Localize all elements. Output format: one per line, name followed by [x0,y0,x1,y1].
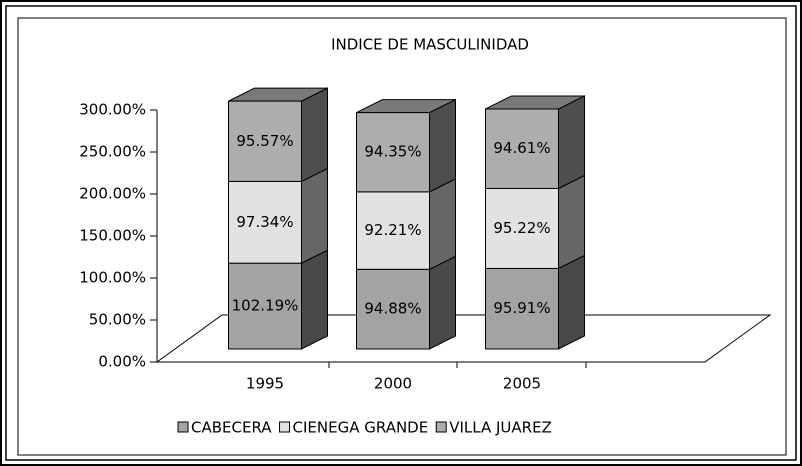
legend-label: CABECERA [191,419,272,437]
bar [485,187,559,269]
x-tick-label: 2000 [374,375,412,393]
y-tick-label: 50.00% [89,311,146,329]
bar-side [301,249,328,350]
bar [228,100,302,182]
y-tick-label: 150.00% [79,227,146,245]
value-label: 95.57% [236,132,293,150]
value-label: 94.88% [364,300,421,318]
bar [485,267,559,350]
legend-label: VILLA JUAREZ [449,419,552,437]
value-label: 92.21% [364,221,421,239]
bar [485,108,559,189]
y-tick-label: 300.00% [79,101,146,119]
value-label: 94.61% [493,139,550,157]
bar-side [429,255,456,350]
legend-swatch [279,421,291,433]
floor [155,314,772,363]
value-label: 94.35% [364,143,421,161]
bar-side [558,95,585,190]
bar [356,268,430,350]
bar [356,191,430,270]
value-label: 95.91% [493,299,550,317]
inner-frame [5,5,797,461]
bar [228,262,302,350]
y-tick-label: 250.00% [79,143,146,161]
y-tick-label: 100.00% [79,269,146,287]
value-label: 95.22% [493,219,550,237]
bar-side [558,174,585,270]
y-tick-label: 200.00% [79,185,146,203]
bar-side [558,254,585,350]
y-tick-label: 0.00% [98,353,146,371]
plot-frame [17,17,787,456]
x-tick-label: 2005 [503,375,541,393]
bar-side [301,87,328,183]
legend-label: CIENEGA GRANDE [293,419,429,437]
legend-swatch [435,421,447,433]
bar-side [429,178,456,271]
bar-side [301,167,328,264]
bar [228,180,302,264]
value-label: 97.34% [236,213,293,231]
legend-swatch [177,421,189,433]
x-tick-label: 1995 [246,375,284,393]
value-label: 102.19% [232,297,299,315]
chart-title: INDICE DE MASCULINIDAD [331,36,529,54]
bar [356,112,430,193]
bar-side [429,98,456,193]
